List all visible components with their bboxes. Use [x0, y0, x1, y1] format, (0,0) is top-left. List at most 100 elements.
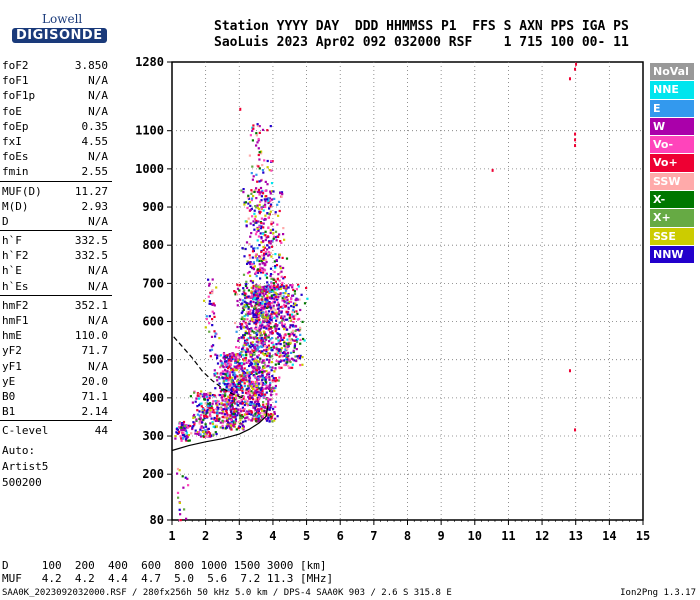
echo-point	[294, 298, 297, 302]
echo-point	[249, 261, 252, 264]
echo-point	[269, 314, 272, 317]
echo-point	[282, 292, 285, 295]
echo-point	[251, 391, 254, 394]
echo-point	[253, 417, 256, 420]
echo-point	[254, 189, 257, 192]
echo-point	[204, 432, 207, 435]
param-value: N/A	[88, 89, 108, 103]
echo-point	[268, 376, 271, 379]
echo-point	[245, 411, 248, 414]
echo-point	[245, 280, 248, 283]
echo-point	[245, 241, 249, 244]
echo-point	[262, 366, 265, 369]
echo-point	[263, 252, 266, 255]
echo-point	[253, 414, 256, 417]
echo-point	[242, 420, 245, 423]
echo-point	[255, 316, 258, 319]
echo-point	[212, 400, 215, 403]
echo-point	[246, 416, 249, 419]
echo-point	[261, 361, 264, 364]
echo-point	[264, 378, 267, 381]
echo-point	[253, 392, 256, 395]
echo-point	[176, 491, 180, 494]
echo-point	[215, 432, 218, 436]
echo-point	[231, 399, 234, 403]
echo-point	[263, 370, 266, 373]
echo-point	[208, 410, 211, 413]
echo-point	[265, 384, 268, 387]
echo-point	[225, 399, 228, 402]
echo-point	[200, 426, 204, 429]
echo-point	[254, 233, 258, 236]
echo-point	[260, 311, 263, 314]
echo-point	[183, 435, 186, 438]
echo-point	[241, 389, 244, 392]
echo-point	[241, 310, 244, 313]
echo-point	[251, 267, 254, 270]
echo-point	[298, 298, 301, 301]
param-label: foEs	[2, 150, 29, 164]
echo-point	[178, 501, 181, 504]
echo-point	[190, 432, 193, 435]
echo-point	[227, 382, 230, 385]
echo-point	[293, 346, 296, 349]
echo-point	[259, 314, 262, 317]
echo-point	[231, 407, 234, 411]
echo-point	[270, 332, 273, 335]
echo-point	[266, 317, 269, 320]
y-tick-label: 1280	[135, 55, 164, 69]
echo-point	[174, 437, 177, 440]
echo-point	[244, 420, 247, 423]
echo-point	[246, 361, 249, 364]
echo-point	[262, 257, 266, 260]
echo-point	[177, 431, 180, 435]
echo-point	[272, 345, 275, 348]
echo-point	[280, 322, 284, 325]
echo-point	[262, 365, 265, 368]
echo-point	[243, 300, 246, 303]
echo-point	[268, 420, 271, 423]
echo-point	[252, 370, 255, 373]
echo-point	[261, 262, 264, 265]
echo-point	[256, 239, 259, 242]
echo-point	[283, 363, 286, 367]
echo-point	[253, 375, 256, 378]
echo-point	[199, 392, 202, 396]
echo-point	[242, 409, 245, 412]
echo-point	[220, 396, 223, 399]
echo-point	[277, 288, 280, 291]
echo-point	[243, 343, 246, 347]
param-value: N/A	[88, 150, 108, 164]
echo-point	[272, 304, 275, 307]
echo-point	[244, 284, 248, 288]
echo-point	[266, 244, 269, 247]
echo-point	[274, 363, 277, 366]
echo-point	[223, 390, 226, 393]
footer-file-info: SAA0K_2023092032000.RSF / 280fx256h 50 k…	[2, 588, 452, 598]
echo-point	[296, 298, 299, 301]
echo-point	[235, 385, 238, 388]
header-values: SaoLuis 2023 Apr02 092 032000 RSF 1 715 …	[214, 35, 629, 50]
echo-point	[223, 382, 226, 386]
echo-point	[233, 390, 236, 393]
echo-point	[265, 325, 268, 328]
echo-point	[258, 225, 261, 228]
echo-point	[248, 382, 251, 386]
echo-point	[296, 312, 299, 315]
echo-point	[279, 350, 282, 353]
echo-point	[260, 207, 263, 210]
echo-point	[178, 508, 181, 511]
echo-point	[262, 294, 266, 297]
echo-point	[258, 387, 261, 390]
echo-point	[238, 370, 241, 374]
echo-point	[249, 401, 252, 404]
echo-point	[265, 350, 268, 353]
echo-point	[208, 330, 211, 333]
echo-point	[251, 139, 254, 142]
echo-point	[258, 125, 261, 128]
echo-point	[261, 409, 264, 412]
echo-point	[291, 317, 294, 320]
echo-point	[228, 365, 231, 368]
echo-point	[256, 271, 260, 274]
echo-point	[282, 336, 286, 339]
